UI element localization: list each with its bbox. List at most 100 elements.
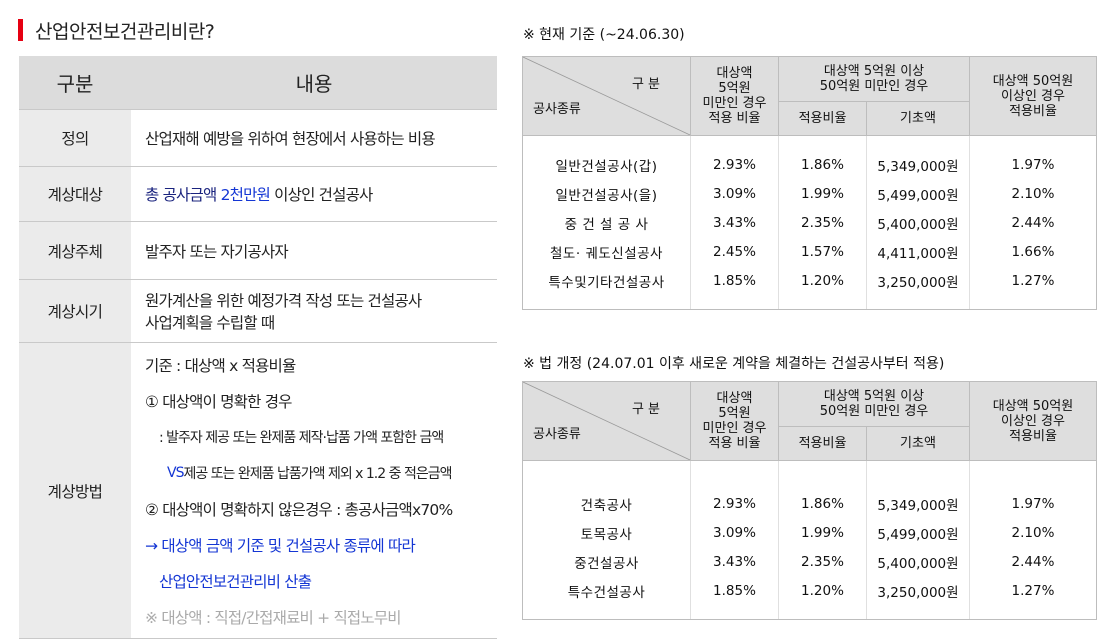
- target-text-part3: 이상인 건설공사: [270, 186, 373, 204]
- header-mid-l2: 50억원 미만인 경우: [819, 403, 929, 419]
- method-case-1-vs: VS 제공 또는 완제품 납품가액 제외 x 1.2 중 적은금액: [145, 455, 497, 491]
- cell-over-50-rate: 2.44%: [969, 547, 1097, 576]
- revised-rate-table: 구 분 공사종류 대상액 5억원 미만인 경우 적용 비율 대상액 5억원 이상…: [522, 381, 1097, 620]
- cell-over-50-rate: 1.97%: [969, 489, 1097, 518]
- row-content-method: 기준 : 대상액 x 적용비율 ① 대상액이 명확한 경우 : 발주자 제공 또…: [131, 342, 497, 639]
- cell-under-5-rate: 1.85%: [690, 576, 779, 605]
- diagonal-header: 구 분 공사종류: [522, 56, 691, 136]
- table-row: 중 건 설 공 사 3.43% 2.35% 5,400,000원 2.44%: [522, 208, 1097, 237]
- table-row: 건축공사 2.93% 1.86% 5,349,000원 1.97%: [522, 489, 1097, 518]
- cell-mid-base: 5,400,000원: [866, 547, 970, 576]
- row-label-definition: 정의: [19, 109, 131, 167]
- cell-mid-base: 5,349,000원: [866, 489, 970, 518]
- table-row: 철도· 궤도신설공사 2.45% 1.57% 4,411,000원 1.66%: [522, 237, 1097, 266]
- table-row: 일반건설공사(갑) 2.93% 1.86% 5,349,000원 1.97%: [522, 150, 1097, 179]
- diagonal-line: [523, 57, 690, 135]
- method-formula: 기준 : 대상액 x 적용비율: [145, 356, 296, 375]
- cell-over-50-rate: 2.10%: [969, 518, 1097, 547]
- cell-work-type: 특수및기타건설공사: [522, 266, 691, 295]
- header-over-50: 대상액 50억원 이상인 경우 적용비율: [969, 381, 1097, 461]
- header-over-50: 대상액 50억원 이상인 경우 적용비율: [969, 56, 1097, 136]
- row-label-method: 계상방법: [19, 342, 131, 639]
- diagonal-line: [523, 382, 690, 460]
- cell-work-type: 중 건 설 공 사: [522, 208, 691, 237]
- cell-mid-base: 4,411,000원: [866, 237, 970, 266]
- cell-over-50-rate: 1.97%: [969, 150, 1097, 179]
- header-over-50-l1: 대상액 50억원: [992, 398, 1074, 414]
- row-content-target: 총 공사금액 2천만원 이상인 건설공사: [131, 166, 497, 222]
- row-content-timing: 원가계산을 위한 예정가격 작성 또는 건설공사 사업계획을 수립할 때: [131, 279, 497, 343]
- table-row: 계상방법 기준 : 대상액 x 적용비율 ① 대상액이 명확한 경우 : 발주자…: [19, 342, 497, 639]
- cell-work-type: 특수건설공사: [522, 576, 691, 605]
- table-row: 토목공사 3.09% 1.99% 5,499,000원 2.10%: [522, 518, 1097, 547]
- target-text-part1: 총 공사금액: [145, 186, 221, 204]
- method-note-result: 산업안전보건관리비 산출: [159, 572, 312, 591]
- header-under-5-l4: 적용 비율: [708, 111, 761, 126]
- header-mid-l2: 50억원 미만인 경우: [819, 78, 929, 94]
- cell-over-50-rate: 2.44%: [969, 208, 1097, 237]
- cell-work-type: 중건설공사: [522, 547, 691, 576]
- cell-under-5-rate: 2.93%: [690, 150, 779, 179]
- cell-mid-rate: 1.86%: [778, 150, 867, 179]
- cell-work-type: 토목공사: [522, 518, 691, 547]
- cell-under-5-rate: 3.43%: [690, 208, 779, 237]
- diagonal-header: 구 분 공사종류: [522, 381, 691, 461]
- cell-over-50-rate: 1.27%: [969, 576, 1097, 605]
- table-row: 계상시기 원가계산을 위한 예정가격 작성 또는 건설공사 사업계획을 수립할 …: [19, 279, 497, 343]
- header-under-5: 대상액 5억원 미만인 경우 적용 비율: [690, 381, 779, 461]
- header-mid-l1: 대상액 5억원 이상: [823, 388, 925, 404]
- cell-work-type: 철도· 궤도신설공사: [522, 237, 691, 266]
- header-under-5-l1: 대상액: [716, 391, 753, 406]
- cell-mid-base: 5,349,000원: [866, 150, 970, 179]
- cell-mid-rate: 1.20%: [778, 266, 867, 295]
- cell-mid-rate: 1.99%: [778, 179, 867, 208]
- header-over-50-l1: 대상액 50억원: [992, 73, 1074, 89]
- current-rate-table: 구 분 공사종류 대상액 5억원 미만인 경우 적용 비율 대상액 5억원 이상…: [522, 56, 1097, 310]
- cell-mid-base: 3,250,000원: [866, 576, 970, 605]
- table-row: 계상대상 총 공사금액 2천만원 이상인 건설공사: [19, 166, 497, 222]
- target-amount-highlight: 2천만원: [220, 186, 271, 204]
- header-under-5-l4: 적용 비율: [708, 436, 761, 451]
- header-over-50-l3: 적용비율: [1009, 103, 1057, 119]
- table-row: 일반건설공사(을) 3.09% 1.99% 5,499,000원 2.10%: [522, 179, 1097, 208]
- row-label-subject: 계상주체: [19, 221, 131, 280]
- cell-under-5-rate: 2.93%: [690, 489, 779, 518]
- cell-under-5-rate: 3.09%: [690, 518, 779, 547]
- header-over-50-l2: 이상인 경우: [1001, 88, 1065, 104]
- revised-standard-heading: ※ 법 개정 (24.07.01 이후 새로운 계약을 체결하는 건설공사부터 …: [523, 356, 945, 372]
- header-mid-base: 기초액: [866, 425, 970, 462]
- header-over-50-l3: 적용비율: [1009, 428, 1057, 444]
- row-content-definition: 산업재해 예방을 위하여 현장에서 사용하는 비용: [131, 109, 497, 167]
- header-over-50-l2: 이상인 경우: [1001, 413, 1065, 429]
- header-category: 구 분: [631, 402, 660, 417]
- cell-under-5-rate: 3.09%: [690, 179, 779, 208]
- cell-mid-base: 3,250,000원: [866, 266, 970, 295]
- cell-under-5-rate: 2.45%: [690, 237, 779, 266]
- header-under-5-l2: 5억원: [718, 406, 751, 421]
- page-title: 산업안전보건관리비란?: [18, 14, 215, 46]
- cell-work-type: 일반건설공사(갑): [522, 150, 691, 179]
- row-label-timing: 계상시기: [19, 279, 131, 343]
- header-category: 구 분: [631, 77, 660, 92]
- table-row: 특수건설공사 1.85% 1.20% 3,250,000원 1.27%: [522, 576, 1097, 605]
- method-footnote: ※ 대상액 : 직접/간접재료비 + 직접노무비: [145, 608, 402, 627]
- cell-mid-rate: 2.35%: [778, 208, 867, 237]
- table-row: 특수및기타건설공사 1.85% 1.20% 3,250,000원 1.27%: [522, 266, 1097, 295]
- header-under-5-l2: 5억원: [718, 81, 751, 96]
- vs-detail: 제공 또는 완제품 납품가액 제외 x 1.2 중 적은금액: [183, 465, 452, 482]
- header-category: 구분: [19, 56, 131, 110]
- header-under-5: 대상액 5억원 미만인 경우 적용 비율: [690, 56, 779, 136]
- cell-over-50-rate: 1.27%: [969, 266, 1097, 295]
- current-standard-heading: ※ 현재 기준 (~24.06.30): [523, 27, 685, 43]
- table-row: 중건설공사 3.43% 2.35% 5,400,000원 2.44%: [522, 547, 1097, 576]
- cell-mid-rate: 2.35%: [778, 547, 867, 576]
- table-row: 정의 산업재해 예방을 위하여 현장에서 사용하는 비용: [19, 109, 497, 167]
- cell-work-type: 건축공사: [522, 489, 691, 518]
- header-mid-base: 기초액: [866, 100, 970, 137]
- title-accent-bar: [18, 19, 23, 41]
- cell-work-type: 일반건설공사(을): [522, 179, 691, 208]
- row-label-target: 계상대상: [19, 166, 131, 222]
- timing-line-1: 원가계산을 위한 예정가격 작성 또는 건설공사: [145, 292, 422, 310]
- page-title-text: 산업안전보건관리비란?: [35, 20, 215, 43]
- cell-over-50-rate: 2.10%: [969, 179, 1097, 208]
